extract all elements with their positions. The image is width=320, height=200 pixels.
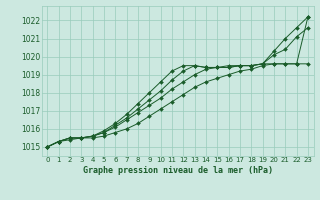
X-axis label: Graphe pression niveau de la mer (hPa): Graphe pression niveau de la mer (hPa): [83, 166, 273, 175]
